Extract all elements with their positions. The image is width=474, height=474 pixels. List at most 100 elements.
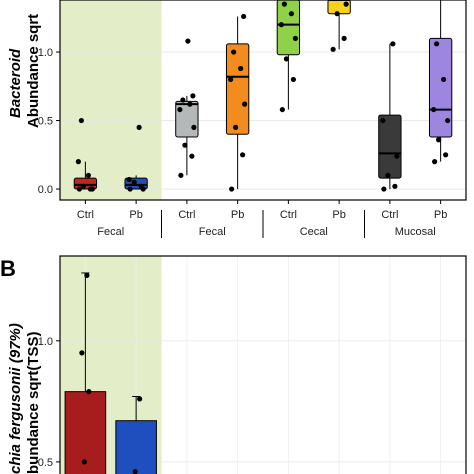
group-label: Mucosal	[395, 226, 436, 238]
group-label: Fecal	[97, 226, 124, 238]
data-point	[334, 11, 340, 17]
x-tick-label: Ctrl	[280, 209, 297, 221]
data-point	[126, 176, 132, 183]
panel-b-y-ticks: 0.5 1.0	[38, 336, 60, 469]
data-point	[278, 22, 284, 28]
bar-pb	[115, 420, 157, 474]
data-point	[132, 468, 138, 474]
data-point	[89, 186, 95, 192]
data-point	[242, 101, 248, 107]
x-tick-label: Pb	[231, 209, 244, 221]
data-point	[228, 76, 234, 83]
data-point	[127, 186, 133, 192]
data-point	[178, 172, 184, 178]
panel-a: 0.0 0.5 1.0 Ctrl Pb Ctrl Pb Ctrl Pb Ctrl Pb Fecal…	[7, 0, 467, 238]
y-tick-label: 1.0	[38, 336, 53, 348]
data-point	[140, 186, 146, 192]
panel-a-y-label-sub: Abundance sqrt	[25, 14, 42, 128]
data-point	[229, 186, 235, 192]
panel-b-marks	[64, 272, 157, 474]
data-point	[185, 38, 191, 44]
data-point	[78, 117, 84, 124]
data-point	[240, 152, 246, 158]
data-point	[390, 41, 396, 47]
data-point	[76, 186, 82, 192]
data-point	[79, 350, 85, 356]
box-ctrl	[175, 100, 199, 138]
data-point	[292, 35, 298, 41]
data-point	[281, 1, 287, 7]
panel-b-y-label: bundance sqrt(TSS)	[25, 331, 42, 474]
panel-a-group-labels: Fecal Fecal Cecal Mucosal	[97, 210, 436, 238]
data-point	[385, 172, 391, 178]
data-point	[84, 272, 90, 278]
fecal-highlight-band	[60, 0, 162, 200]
data-point	[381, 186, 387, 192]
data-point	[80, 183, 86, 189]
y-tick-label: 0.5	[38, 116, 53, 128]
data-point	[190, 93, 196, 99]
box-ctrl	[378, 114, 402, 179]
data-point	[136, 124, 142, 130]
data-point	[81, 459, 87, 465]
panel-b-y-label-italic: chia fergusonii (97%)	[7, 323, 24, 474]
data-point	[434, 41, 440, 47]
x-tick-label: Ctrl	[77, 209, 94, 221]
data-point	[343, 1, 349, 7]
panel-b-letter: B	[0, 256, 16, 281]
data-point	[441, 76, 447, 83]
data-point	[432, 159, 438, 165]
data-point	[290, 76, 296, 83]
data-point	[182, 142, 188, 148]
data-point	[394, 153, 400, 159]
panel-a-y-ticks: 0.0 0.5 1.0	[38, 47, 60, 196]
data-point	[191, 124, 197, 130]
y-tick-label: 0.0	[38, 184, 53, 196]
data-point	[86, 389, 92, 395]
x-tick-label: Pb	[434, 209, 447, 221]
data-point	[238, 65, 244, 72]
data-point	[392, 183, 398, 189]
data-point	[137, 396, 143, 402]
box-ctrl	[276, 0, 301, 56]
panel-a-y-label: Bacteroid	[7, 48, 24, 118]
x-tick-label: Pb	[129, 209, 142, 221]
panel-b: B 0.5 1.0 chia fergusonii (97%) bundance …	[0, 255, 467, 474]
y-tick-label: 0.5	[38, 457, 53, 469]
group-label: Cecal	[300, 226, 328, 238]
group-label: Fecal	[199, 226, 226, 238]
data-point	[445, 117, 451, 124]
data-point	[231, 49, 237, 55]
y-tick-label: 1.0	[38, 47, 53, 59]
data-point	[233, 124, 239, 130]
panel-a-marks	[73, 0, 453, 192]
data-point	[341, 35, 347, 41]
data-point	[180, 97, 186, 103]
x-tick-label: Ctrl	[381, 209, 398, 221]
panel-a-frame	[59, 0, 467, 201]
data-point	[431, 106, 437, 113]
x-tick-label: Pb	[332, 209, 345, 221]
box-pb	[428, 37, 453, 138]
panel-b-frame	[59, 255, 467, 474]
data-point	[288, 11, 294, 17]
panel-a-y-label-italic: Bacteroid	[7, 48, 24, 118]
data-point	[330, 46, 336, 52]
data-point	[177, 106, 183, 113]
data-point	[279, 106, 285, 113]
data-point	[85, 172, 91, 178]
data-point	[283, 56, 289, 62]
data-point	[443, 152, 449, 158]
data-point	[75, 159, 81, 165]
x-tick-label: Ctrl	[178, 209, 195, 221]
data-point	[189, 153, 195, 159]
data-point	[241, 13, 247, 20]
box-ctrl	[73, 177, 98, 190]
data-point	[380, 117, 386, 124]
data-point	[187, 101, 193, 107]
panel-a-x-ticks: Ctrl Pb Ctrl Pb Ctrl Pb Ctrl Pb	[77, 200, 447, 221]
data-point	[436, 137, 442, 143]
data-point	[131, 179, 137, 185]
box-pb	[225, 43, 250, 135]
